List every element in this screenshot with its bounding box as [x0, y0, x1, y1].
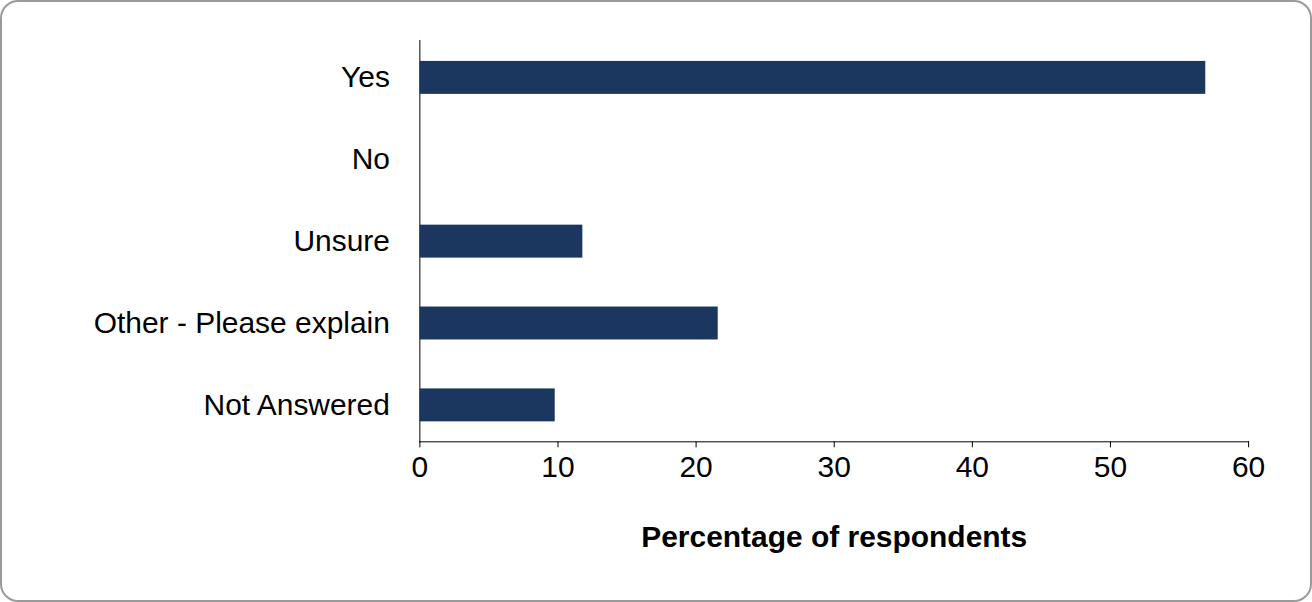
svg-text:20: 20 — [679, 450, 712, 483]
svg-text:Percentage of respondents: Percentage of respondents — [641, 520, 1027, 553]
svg-text:Unsure: Unsure — [293, 224, 390, 257]
svg-text:No: No — [352, 142, 390, 175]
svg-text:Other - Please explain: Other - Please explain — [94, 306, 390, 339]
svg-text:Yes: Yes — [341, 60, 390, 93]
svg-text:60: 60 — [1232, 450, 1265, 483]
svg-text:30: 30 — [818, 450, 851, 483]
svg-text:Not Answered: Not Answered — [204, 388, 390, 421]
svg-text:10: 10 — [541, 450, 574, 483]
svg-text:0: 0 — [412, 450, 429, 483]
svg-text:50: 50 — [1094, 450, 1127, 483]
svg-text:40: 40 — [956, 450, 989, 483]
